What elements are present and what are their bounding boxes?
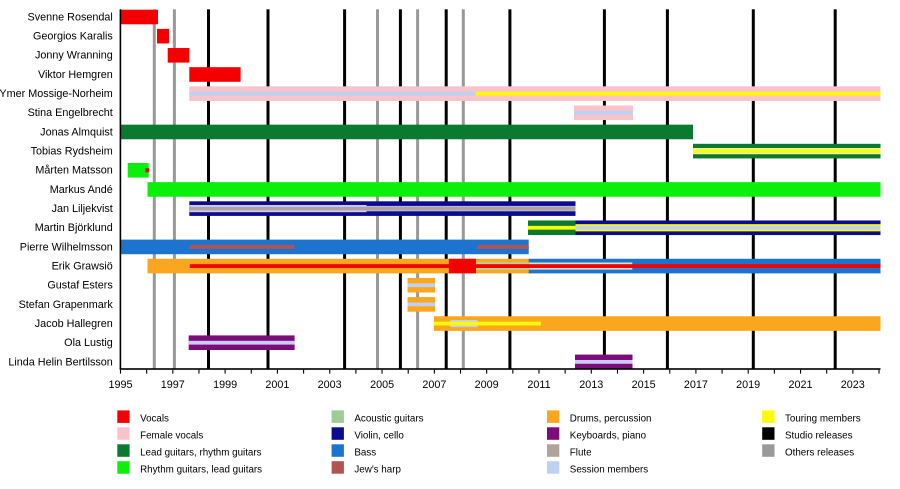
svg-text:Flute: Flute [570,448,592,459]
svg-text:2021: 2021 [788,379,812,391]
svg-text:2009: 2009 [475,379,499,391]
svg-text:Jan Liljekvist: Jan Liljekvist [52,203,113,215]
svg-text:Female vocals: Female vocals [140,431,203,442]
svg-text:Gustaf Esters: Gustaf Esters [47,280,113,292]
svg-text:Linda Helin Bertilsson: Linda Helin Bertilsson [8,356,112,368]
svg-text:Keyboards, piano: Keyboards, piano [570,431,647,442]
svg-text:1997: 1997 [161,379,185,391]
svg-text:Mårten Matsson: Mårten Matsson [35,165,112,177]
svg-text:Rhythm guitars, lead guitars: Rhythm guitars, lead guitars [140,465,262,476]
svg-text:Georgios Karalis: Georgios Karalis [33,31,113,43]
svg-text:Jew's harp: Jew's harp [354,465,401,476]
svg-text:2003: 2003 [318,379,342,391]
svg-text:Session members: Session members [570,465,649,476]
svg-text:2017: 2017 [684,379,708,391]
svg-text:Ola Lustig: Ola Lustig [64,337,113,349]
svg-text:1995: 1995 [108,379,132,391]
svg-text:Jonas Almquist: Jonas Almquist [40,126,113,138]
svg-text:Stina Engelbrecht: Stina Engelbrecht [28,107,113,119]
svg-text:Violin, cello: Violin, cello [354,431,404,442]
svg-text:Martin Björklund: Martin Björklund [35,222,113,234]
svg-text:Jacob Hallegren: Jacob Hallegren [35,318,113,330]
svg-text:Drums, percussion: Drums, percussion [570,414,652,425]
svg-text:2015: 2015 [632,379,656,391]
svg-text:2005: 2005 [370,379,394,391]
svg-text:2023: 2023 [841,379,865,391]
svg-text:2011: 2011 [527,379,550,391]
svg-text:Tobias Rydsheim: Tobias Rydsheim [31,146,113,158]
svg-text:Jonny Wranning: Jonny Wranning [35,50,113,62]
svg-text:2019: 2019 [736,379,760,391]
svg-text:Others releases: Others releases [785,448,854,459]
svg-text:Markus Andé: Markus Andé [50,184,113,196]
svg-text:Studio releases: Studio releases [785,431,853,442]
svg-text:Touring members: Touring members [785,414,861,425]
svg-text:Vocals: Vocals [140,414,169,425]
svg-text:2013: 2013 [579,379,603,391]
svg-text:Acoustic guitars: Acoustic guitars [354,414,423,425]
svg-text:Svenne Rosendal: Svenne Rosendal [28,11,113,23]
svg-text:2001: 2001 [265,379,289,391]
svg-text:Bass: Bass [354,448,376,459]
svg-text:Viktor Hemgren: Viktor Hemgren [38,69,113,81]
svg-text:Erik Grawsiö: Erik Grawsiö [52,260,113,272]
svg-text:Lead guitars, rhythm guitars: Lead guitars, rhythm guitars [140,448,262,459]
svg-text:Pierre Wilhelmsson: Pierre Wilhelmsson [20,241,113,253]
svg-text:2007: 2007 [422,379,446,391]
svg-text:Ymer Mossige-Norheim: Ymer Mossige-Norheim [0,88,113,100]
svg-text:Stefan Grapenmark: Stefan Grapenmark [19,299,114,311]
svg-text:1999: 1999 [213,379,237,391]
